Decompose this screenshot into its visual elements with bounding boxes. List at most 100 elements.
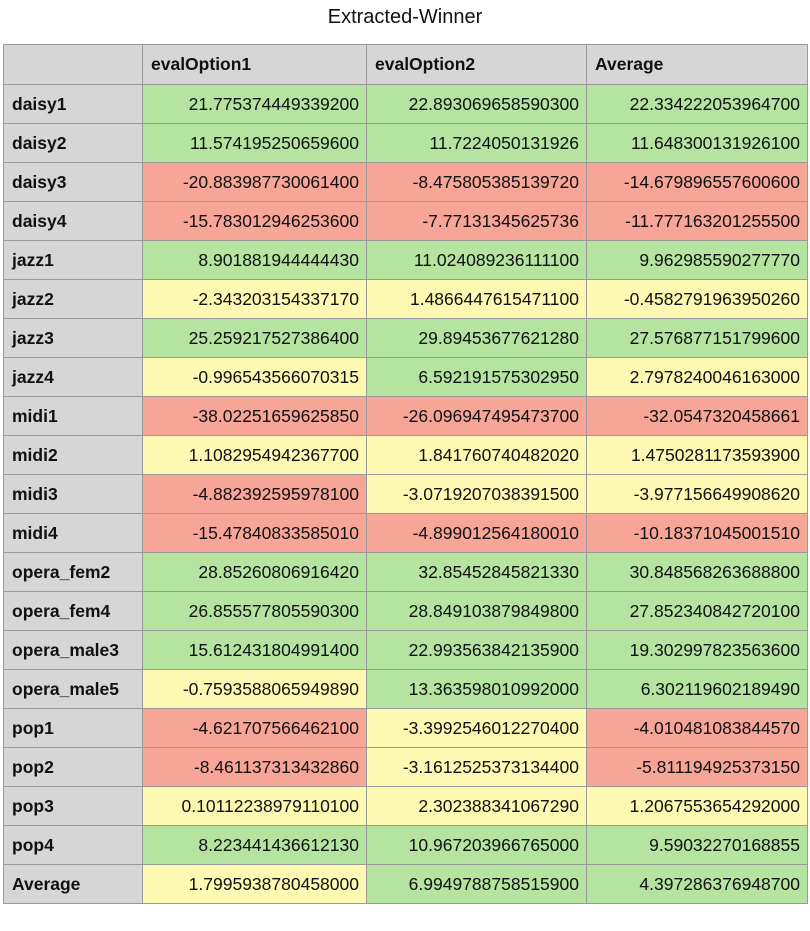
value-cell-average: 2.7978240046163000 <box>586 357 808 397</box>
row-label: pop1 <box>3 708 143 748</box>
value-cell-evaloption1: -4.882392595978100 <box>142 474 367 514</box>
value-cell-evaloption1: -20.883987730061400 <box>142 162 367 202</box>
value-cell-average: 9.962985590277770 <box>586 240 808 280</box>
value-cell-evaloption2: -3.3992546012270400 <box>366 708 587 748</box>
value-cell-average: -3.977156649908620 <box>586 474 808 514</box>
table-row: daisy3 -20.883987730061400 -8.475805385139… <box>3 162 808 202</box>
row-label: opera_fem4 <box>3 591 143 631</box>
table-row: pop2 -8.461137313432860 -3.161252537313440… <box>3 747 808 787</box>
table-row: midi2 1.1082954942367700 1.841760740482020… <box>3 435 808 475</box>
value-cell-average: 27.576877151799600 <box>586 318 808 358</box>
value-cell-evaloption2: 22.893069658590300 <box>366 84 587 124</box>
table-row: opera_male5 -0.7593588065949890 13.3635980… <box>3 669 808 709</box>
column-header-evaloption1: evalOption1 <box>142 44 367 85</box>
table-row: daisy2 11.574195250659600 11.7224050131926… <box>3 123 808 163</box>
row-label: midi1 <box>3 396 143 436</box>
row-label: jazz4 <box>3 357 143 397</box>
value-cell-evaloption1: -38.02251659625850 <box>142 396 367 436</box>
table-row: midi3 -4.882392595978100 -3.07192070383915… <box>3 474 808 514</box>
value-cell-average: -4.010481083844570 <box>586 708 808 748</box>
value-cell-evaloption2: 13.363598010992000 <box>366 669 587 709</box>
value-cell-average: -11.777163201255500 <box>586 201 808 241</box>
value-cell-evaloption2: 32.85452845821330 <box>366 552 587 592</box>
value-cell-evaloption1: 25.259217527386400 <box>142 318 367 358</box>
value-cell-evaloption2: 11.7224050131926 <box>366 123 587 163</box>
row-label: pop2 <box>3 747 143 787</box>
value-cell-evaloption1: -4.621707566462100 <box>142 708 367 748</box>
table-row: midi4 -15.47840833585010 -4.89901256418001… <box>3 513 808 553</box>
value-cell-average: -0.4582791963950260 <box>586 279 808 319</box>
table-row: pop4 8.223441436612130 10.967203966765000 9… <box>3 825 808 865</box>
row-label: midi2 <box>3 435 143 475</box>
value-cell-evaloption2: 1.841760740482020 <box>366 435 587 475</box>
value-cell-evaloption1: 28.85260806916420 <box>142 552 367 592</box>
row-label: opera_fem2 <box>3 552 143 592</box>
value-cell-evaloption2: -8.475805385139720 <box>366 162 587 202</box>
row-label: daisy3 <box>3 162 143 202</box>
value-cell-evaloption1: 1.7995938780458000 <box>142 864 367 904</box>
value-cell-evaloption2: -4.899012564180010 <box>366 513 587 553</box>
table-row: opera_male3 15.612431804991400 22.99356384… <box>3 630 808 670</box>
value-cell-evaloption1: -0.996543566070315 <box>142 357 367 397</box>
table-row: daisy4 -15.783012946253600 -7.771313456257… <box>3 201 808 241</box>
value-cell-evaloption1: 21.775374449339200 <box>142 84 367 124</box>
table-row: jazz2 -2.343203154337170 1.486644761547110… <box>3 279 808 319</box>
value-cell-evaloption2: 1.4866447615471100 <box>366 279 587 319</box>
value-cell-evaloption2: 6.9949788758515900 <box>366 864 587 904</box>
row-label: opera_male3 <box>3 630 143 670</box>
value-cell-evaloption2: 22.993563842135900 <box>366 630 587 670</box>
value-cell-evaloption1: -2.343203154337170 <box>142 279 367 319</box>
value-cell-evaloption1: 0.10112238979110100 <box>142 786 367 826</box>
value-cell-evaloption1: 11.574195250659600 <box>142 123 367 163</box>
value-cell-average: 1.4750281173593900 <box>586 435 808 475</box>
row-label: opera_male5 <box>3 669 143 709</box>
value-cell-average: 6.302119602189490 <box>586 669 808 709</box>
value-cell-evaloption1: -8.461137313432860 <box>142 747 367 787</box>
value-cell-average: 4.397286376948700 <box>586 864 808 904</box>
table-row: daisy1 21.775374449339200 22.8930696585903… <box>3 84 808 124</box>
value-cell-average: -10.18371045001510 <box>586 513 808 553</box>
results-table: evalOption1 evalOption2 Average daisy1 21… <box>3 44 808 904</box>
value-cell-average: 1.2067553654292000 <box>586 786 808 826</box>
value-cell-evaloption2: 28.849103879849800 <box>366 591 587 631</box>
value-cell-average: 9.59032270168855 <box>586 825 808 865</box>
value-cell-evaloption1: 1.1082954942367700 <box>142 435 367 475</box>
value-cell-evaloption2: 2.302388341067290 <box>366 786 587 826</box>
row-label: daisy4 <box>3 201 143 241</box>
table-row: opera_fem2 28.85260806916420 32.8545284582… <box>3 552 808 592</box>
value-cell-average: 22.334222053964700 <box>586 84 808 124</box>
table-row: midi1 -38.02251659625850 -26.0969474954737… <box>3 396 808 436</box>
value-cell-evaloption2: -3.1612525373134400 <box>366 747 587 787</box>
column-header-evaloption2: evalOption2 <box>366 44 587 85</box>
row-label: pop3 <box>3 786 143 826</box>
value-cell-evaloption2: 10.967203966765000 <box>366 825 587 865</box>
value-cell-evaloption2: -7.77131345625736 <box>366 201 587 241</box>
value-cell-evaloption1: 15.612431804991400 <box>142 630 367 670</box>
row-label: daisy1 <box>3 84 143 124</box>
table-row: jazz1 8.901881944444430 11.024089236111100… <box>3 240 808 280</box>
chart-title: Extracted-Winner <box>327 6 483 28</box>
row-label: daisy2 <box>3 123 143 163</box>
value-cell-average: -14.679896557600600 <box>586 162 808 202</box>
value-cell-average: -5.811194925373150 <box>586 747 808 787</box>
table-row: pop3 0.10112238979110100 2.302388341067290… <box>3 786 808 826</box>
table-row: opera_fem4 26.855577805590300 28.849103879… <box>3 591 808 631</box>
value-cell-evaloption1: 8.901881944444430 <box>142 240 367 280</box>
value-cell-evaloption1: 8.223441436612130 <box>142 825 367 865</box>
corner-header-cell <box>3 44 143 85</box>
column-header-average: Average <box>586 44 808 85</box>
value-cell-evaloption2: -26.096947495473700 <box>366 396 587 436</box>
value-cell-evaloption1: -15.47840833585010 <box>142 513 367 553</box>
row-label: midi4 <box>3 513 143 553</box>
value-cell-average: 27.852340842720100 <box>586 591 808 631</box>
value-cell-evaloption1: 26.855577805590300 <box>142 591 367 631</box>
table-row: Average 1.7995938780458000 6.9949788758515… <box>3 864 808 904</box>
value-cell-average: 30.848568263688800 <box>586 552 808 592</box>
header-row: evalOption1 evalOption2 Average <box>3 44 808 85</box>
table-row: pop1 -4.621707566462100 -3.399254601227040… <box>3 708 808 748</box>
value-cell-evaloption2: 11.024089236111100 <box>366 240 587 280</box>
value-cell-average: 11.648300131926100 <box>586 123 808 163</box>
row-label: midi3 <box>3 474 143 514</box>
row-label: jazz2 <box>3 279 143 319</box>
value-cell-evaloption1: -15.783012946253600 <box>142 201 367 241</box>
